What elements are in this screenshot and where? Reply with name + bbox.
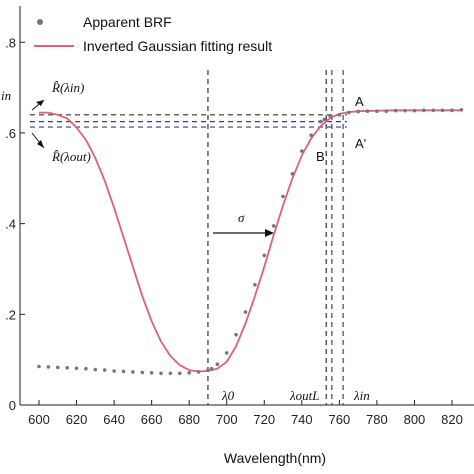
x-tick-label: 780 [366, 412, 388, 427]
series-point-apparent-brf [168, 371, 173, 376]
series-point-apparent-brf [375, 109, 379, 113]
series-point-apparent-brf [322, 117, 327, 122]
series-point-apparent-brf [178, 371, 182, 376]
series-point-apparent-brf [140, 370, 145, 375]
series-point-apparent-brf [356, 109, 360, 114]
series-point-apparent-brf [290, 172, 295, 176]
series-point-apparent-brf [309, 133, 314, 137]
annotation-r-in: R̂(λin) [51, 80, 84, 95]
reference-lines [30, 70, 347, 405]
annotation-r-out: R̂(λout) [51, 149, 91, 164]
series-point-apparent-brf [234, 332, 238, 337]
x-tick-label: 640 [103, 412, 125, 427]
series-point-apparent-brf [209, 366, 214, 371]
annotation-lambda-in: λin [353, 388, 370, 403]
x-tick-label: 740 [291, 412, 313, 427]
annotation-layer: σ A A' B R̂(λin) R̂(λout) λ0 λoutL λin i… [1, 80, 370, 403]
series-point-apparent-brf [337, 113, 342, 117]
series-point-apparent-brf [403, 108, 407, 113]
x-tick-label: 800 [404, 412, 426, 427]
series-point-apparent-brf [365, 109, 370, 113]
x-tick-label: 660 [141, 412, 163, 427]
series-point-apparent-brf [271, 224, 276, 228]
sigma-arrowhead [265, 229, 274, 237]
series-point-apparent-brf [206, 368, 210, 372]
series-line-inverted-gaussian [39, 109, 462, 373]
series-point-apparent-brf [149, 371, 154, 375]
legend-label-fit: Inverted Gaussian fitting result [83, 38, 272, 54]
r-in-arrowhead [36, 100, 44, 106]
annotation-a-prime: A' [355, 136, 366, 151]
series-point-apparent-brf [112, 369, 116, 373]
series-point-apparent-brf [121, 369, 126, 374]
legend: Apparent BRF Inverted Gaussian fitting r… [34, 14, 272, 54]
series-point-apparent-brf [281, 194, 285, 199]
x-axis-title: Wavelength(nm) [224, 450, 326, 466]
series-point-apparent-brf [46, 365, 51, 369]
y-tick-label: .6 [5, 126, 16, 141]
series-point-apparent-brf [243, 310, 248, 314]
series-point-apparent-brf [93, 367, 98, 372]
y-tick-label: 0 [9, 398, 16, 413]
legend-dot-marker [37, 19, 43, 25]
x-tick-label: 720 [253, 412, 275, 427]
annotation-sigma: σ [238, 210, 245, 225]
series-point-apparent-brf [318, 119, 323, 124]
series-point-apparent-brf [328, 113, 332, 118]
annotation-edge-in: in [1, 88, 11, 103]
y-axis-ticks: 0 .2 .4 .6 .8 [5, 35, 25, 413]
series-point-apparent-brf [159, 371, 163, 376]
series-point-apparent-brf [300, 149, 304, 153]
x-tick-label: 680 [178, 412, 200, 427]
series-point-apparent-brf [224, 351, 229, 355]
annotation-lambda-outl: λoutL [289, 388, 319, 403]
series-point-apparent-brf [440, 108, 445, 113]
series-point-apparent-brf [84, 366, 88, 371]
x-tick-label: 820 [441, 412, 463, 427]
y-tick-label: .2 [5, 307, 16, 322]
r-out-arrowhead [37, 140, 44, 148]
series-point-apparent-brf [347, 110, 351, 115]
series-point-apparent-brf [102, 368, 107, 372]
series-point-apparent-brf [131, 370, 135, 374]
y-tick-label: .8 [5, 35, 16, 50]
legend-label-apparent-brf: Apparent BRF [83, 14, 172, 30]
series-fit-layer [39, 109, 462, 373]
series-point-apparent-brf [393, 108, 398, 113]
x-tick-label: 760 [329, 412, 351, 427]
series-point-apparent-brf [253, 283, 257, 287]
series-point-apparent-brf [196, 370, 201, 374]
series-point-apparent-brf [422, 108, 426, 113]
series-dots-layer [37, 108, 464, 376]
x-axis-ticks: 600 620 640 660 680 700 720 740 760 780 800 820 [28, 400, 463, 427]
x-tick-label: 620 [66, 412, 88, 427]
series-point-apparent-brf [412, 108, 417, 113]
x-tick-label: 700 [216, 412, 238, 427]
series-point-apparent-brf [187, 371, 191, 375]
annotation-a: A [355, 94, 364, 109]
annotation-lambda-0: λ0 [221, 388, 235, 403]
series-point-apparent-brf [450, 108, 454, 113]
series-point-apparent-brf [65, 366, 69, 370]
x-tick-label: 600 [28, 412, 50, 427]
annotation-b: B [316, 149, 325, 164]
series-point-apparent-brf [37, 364, 41, 369]
series-point-apparent-brf [431, 108, 436, 113]
series-point-apparent-brf [262, 253, 267, 258]
series-point-apparent-brf [215, 362, 220, 367]
series-point-apparent-brf [56, 365, 60, 370]
series-point-apparent-brf [384, 109, 389, 113]
y-tick-label: .4 [5, 217, 16, 232]
series-point-apparent-brf [74, 366, 79, 371]
series-point-apparent-brf [459, 108, 464, 112]
